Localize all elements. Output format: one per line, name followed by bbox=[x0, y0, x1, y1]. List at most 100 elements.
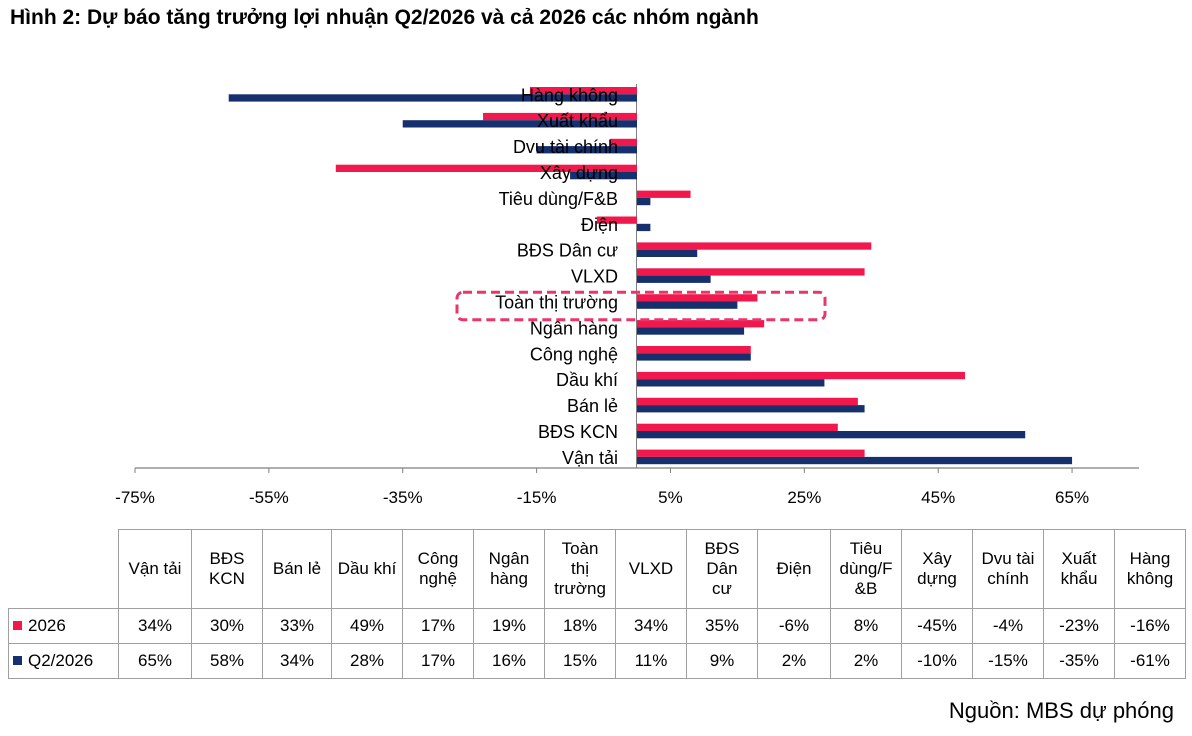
table-header-cell: Công nghệ bbox=[402, 529, 474, 609]
bar-2026 bbox=[637, 294, 758, 302]
bar-2026 bbox=[335, 164, 637, 172]
table-value-cell: 34% bbox=[615, 608, 687, 644]
table-value-cell: 18% bbox=[544, 608, 616, 644]
table-value-cell: -15% bbox=[972, 643, 1044, 679]
table-header-cell: Hàng không bbox=[1114, 529, 1186, 609]
x-tick-label: -75% bbox=[115, 488, 155, 507]
category-label: Hàng không bbox=[521, 85, 618, 105]
table-header-cell: Bán lẻ bbox=[262, 529, 332, 609]
table-value-cell: 11% bbox=[615, 643, 687, 679]
bar-q2-2026 bbox=[637, 431, 1026, 439]
x-tick-label: -55% bbox=[249, 488, 289, 507]
table-header-cell: Dvu tài chính bbox=[972, 529, 1044, 609]
bar-q2-2026 bbox=[570, 172, 637, 180]
legend-label: Q2/2026 bbox=[28, 651, 94, 670]
bar-q2-2026 bbox=[637, 249, 698, 257]
source-note: Nguồn: MBS dự phóng bbox=[948, 698, 1174, 723]
category-label: Bán lẻ bbox=[567, 396, 618, 416]
table-header-cell: BĐS KCN bbox=[191, 529, 263, 609]
table-header-cell: VLXD bbox=[615, 529, 687, 609]
table-value-cell: 2% bbox=[830, 643, 902, 679]
category-label: VLXD bbox=[571, 267, 618, 287]
bar-2026 bbox=[637, 320, 765, 328]
bar-q2-2026 bbox=[637, 405, 865, 413]
table-value-cell: 17% bbox=[402, 643, 474, 679]
x-tick-label: 25% bbox=[787, 488, 821, 507]
bar-2026 bbox=[637, 242, 872, 250]
legend-cell: Q2/2026 bbox=[8, 643, 119, 679]
category-label: Điện bbox=[581, 215, 618, 235]
table-value-cell: 33% bbox=[262, 608, 332, 644]
bar-2026 bbox=[637, 268, 865, 276]
highlight-box bbox=[455, 290, 827, 322]
category-label: Công nghệ bbox=[530, 344, 618, 364]
bar-2026 bbox=[637, 449, 865, 457]
table-value-cell: 17% bbox=[402, 608, 474, 644]
legend-label: 2026 bbox=[28, 616, 66, 635]
legend-cell: 2026 bbox=[8, 608, 119, 644]
table-header-cell: Vận tải bbox=[118, 529, 192, 609]
table-value-cell: 16% bbox=[473, 643, 545, 679]
category-label: BĐS KCN bbox=[538, 422, 618, 442]
table-value-cell: 65% bbox=[118, 643, 192, 679]
figure-title: Hình 2: Dự báo tăng trưởng lợi nhuận Q2/… bbox=[10, 6, 759, 29]
bar-q2-2026 bbox=[637, 327, 745, 335]
table-value-cell: 34% bbox=[262, 643, 332, 679]
bar-2026 bbox=[637, 190, 691, 198]
table-header-cell: Ngân hàng bbox=[473, 529, 545, 609]
bar-2026 bbox=[637, 346, 751, 354]
category-label: Dvu tài chính bbox=[513, 137, 618, 157]
table-value-cell: -35% bbox=[1043, 643, 1115, 679]
table-value-cell: 34% bbox=[118, 608, 192, 644]
table-value-cell: 58% bbox=[191, 643, 263, 679]
bar-2026 bbox=[483, 112, 637, 121]
table-value-cell: 8% bbox=[830, 608, 902, 644]
category-label: Toàn thị trường bbox=[495, 293, 618, 313]
bar-2026 bbox=[637, 423, 838, 431]
category-label: Ngân hàng bbox=[530, 318, 618, 338]
bar-q2-2026 bbox=[637, 379, 825, 387]
table-header-cell: Dầu khí bbox=[331, 529, 403, 609]
table-header-cell: BĐS Dân cư bbox=[686, 529, 758, 609]
bar-q2-2026 bbox=[402, 120, 637, 128]
bar-2026 bbox=[529, 87, 637, 95]
table-value-cell: -6% bbox=[757, 608, 831, 644]
bar-q2-2026 bbox=[536, 146, 637, 154]
chart-bars bbox=[228, 87, 1073, 465]
bar-q2-2026 bbox=[637, 223, 651, 232]
x-tick-label: 65% bbox=[1055, 488, 1089, 507]
category-label: BĐS Dân cư bbox=[517, 241, 618, 261]
table-value-cell: -10% bbox=[901, 643, 973, 679]
bar-q2-2026 bbox=[637, 301, 738, 309]
table-value-cell: 9% bbox=[686, 643, 758, 679]
table-value-cell: -23% bbox=[1043, 608, 1115, 644]
table-corner-cell bbox=[8, 529, 119, 609]
table-row: Q2/2026 65% 58% 34% 28% 17% 16% 15% 11% 9% 2% 2% -10… bbox=[8, 643, 1186, 679]
table-header-cell: Xuất khẩu bbox=[1043, 529, 1115, 609]
table-value-cell: 15% bbox=[544, 643, 616, 679]
bar-2026 bbox=[610, 138, 637, 147]
table-header-cell: Điện bbox=[757, 529, 831, 609]
table-value-cell: 35% bbox=[686, 608, 758, 644]
table-row: 2026 34% 30% 33% 49% 17% 19% 18% 34% 35% -6% 8% -45%… bbox=[8, 608, 1186, 644]
data-table: Vận tải BĐS KCN Bán lẻ Dầu khí Công nghệ Ngân hà… bbox=[8, 529, 1186, 679]
x-tick-label: 45% bbox=[921, 488, 955, 507]
bar-2026 bbox=[637, 371, 965, 380]
category-label: Xây dựng bbox=[540, 163, 618, 183]
bar-q2-2026 bbox=[637, 275, 711, 283]
legend-swatch bbox=[13, 656, 22, 666]
table-value-cell: 49% bbox=[331, 608, 403, 644]
category-label: Dầu khí bbox=[556, 370, 618, 390]
bar-q2-2026 bbox=[637, 197, 651, 206]
table-value-cell: -4% bbox=[972, 608, 1044, 644]
table-value-cell: 28% bbox=[331, 643, 403, 679]
table-value-cell: 19% bbox=[473, 608, 545, 644]
bar-2026 bbox=[596, 216, 637, 224]
table-value-cell: -61% bbox=[1114, 643, 1186, 679]
bar-q2-2026 bbox=[637, 353, 751, 361]
bar-2026 bbox=[637, 397, 858, 406]
table-value-cell: -45% bbox=[901, 608, 973, 644]
category-labels: Hàng không Xuất khẩu Dvu tài chính Xây dựng… bbox=[495, 85, 618, 468]
table-value-cell: 2% bbox=[757, 643, 831, 679]
table-value-cell: 30% bbox=[191, 608, 263, 644]
